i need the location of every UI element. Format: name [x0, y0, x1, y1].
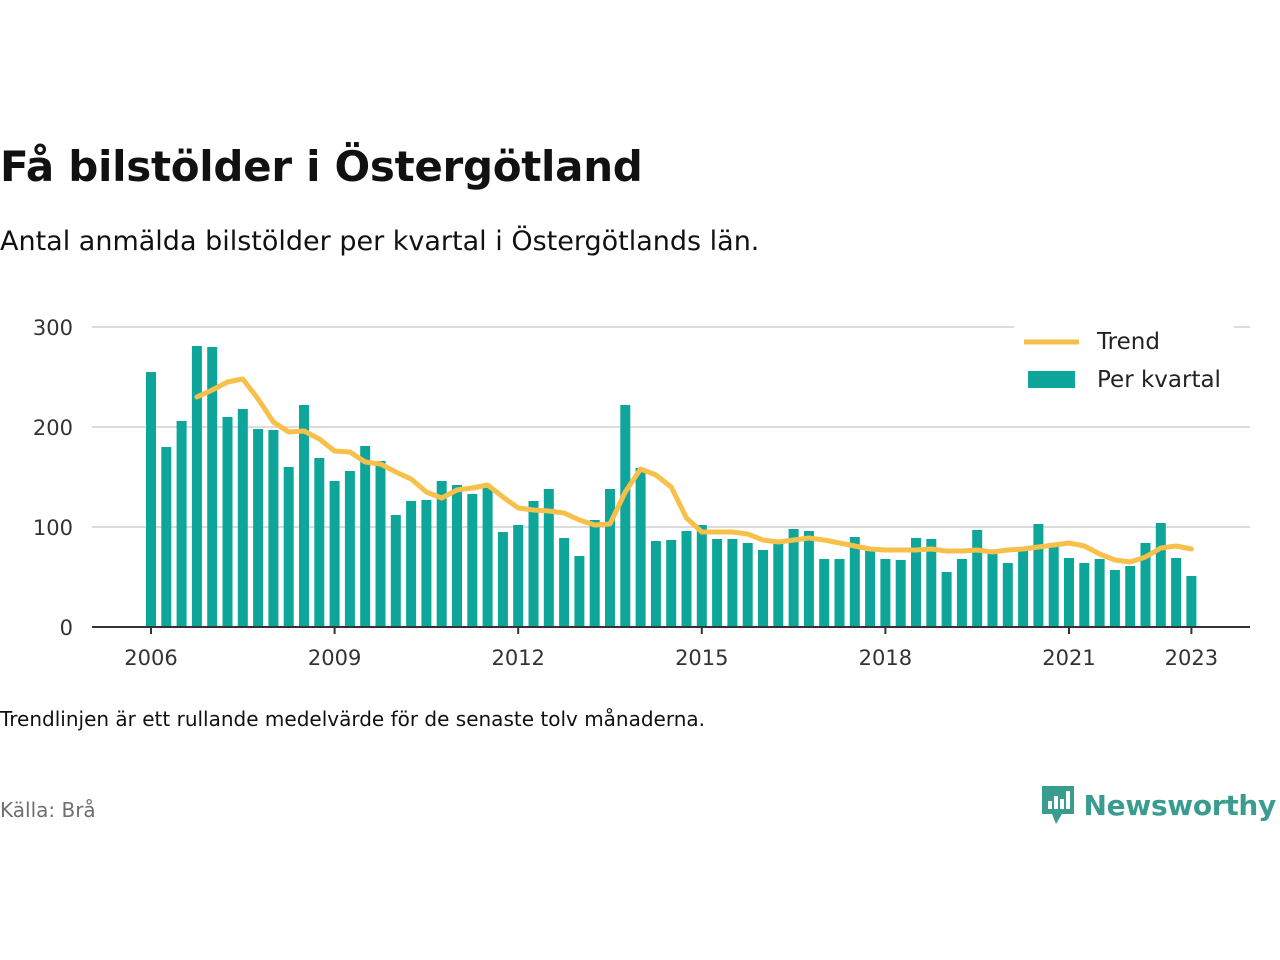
bar	[467, 494, 478, 627]
bar	[742, 543, 753, 627]
bar	[773, 540, 784, 627]
bar	[421, 500, 432, 627]
bar	[987, 554, 998, 627]
legend-trend-label: Trend	[1096, 329, 1160, 355]
x-tick-label: 2006	[124, 646, 177, 670]
bar	[620, 405, 631, 627]
newsworthy-logo-icon	[1041, 786, 1074, 824]
bar	[283, 467, 294, 627]
bar	[176, 421, 187, 627]
bar	[1094, 559, 1105, 627]
bars	[146, 346, 1197, 627]
legend-bar-swatch	[1028, 371, 1075, 388]
x-tick-label: 2018	[859, 646, 912, 670]
bar	[972, 530, 983, 627]
bar	[513, 525, 524, 627]
bar	[819, 559, 830, 627]
x-tick-label: 2015	[675, 646, 728, 670]
bar	[1018, 550, 1029, 627]
y-tick-label: 300	[33, 316, 73, 340]
bar	[696, 525, 707, 627]
bar	[528, 501, 539, 627]
bar	[543, 489, 554, 627]
bar	[895, 560, 906, 627]
bar	[865, 551, 876, 627]
bar	[849, 537, 860, 627]
bar	[635, 468, 646, 627]
bar	[880, 559, 891, 627]
bar	[1125, 566, 1136, 627]
source-label: Källa: Brå	[0, 798, 96, 822]
bar	[574, 556, 585, 627]
bar	[1002, 563, 1013, 627]
bar	[191, 346, 202, 627]
x-tick-label: 2023	[1165, 646, 1218, 670]
bar	[758, 550, 768, 627]
bar	[222, 417, 233, 627]
bar	[497, 532, 508, 627]
y-tick-label: 100	[33, 516, 73, 540]
bar	[299, 405, 309, 627]
bar	[834, 559, 845, 627]
bar	[452, 485, 462, 627]
bar	[911, 538, 921, 627]
bar	[237, 409, 248, 627]
bar	[314, 458, 325, 627]
bar	[666, 540, 677, 627]
chart-title: Få bilstölder i Östergötland	[0, 142, 643, 191]
bar	[253, 429, 264, 627]
bar	[941, 572, 952, 627]
y-tick-label: 0	[60, 616, 73, 640]
y-axis-labels: 0 100 200 300	[33, 316, 73, 640]
bar	[803, 531, 814, 627]
bar	[375, 461, 386, 627]
bar	[712, 539, 723, 627]
legend: Trend Per kvartal	[1014, 322, 1234, 406]
bar	[559, 538, 570, 627]
bar	[727, 539, 738, 627]
bar	[146, 372, 156, 627]
bar	[1155, 523, 1166, 627]
bar	[207, 347, 218, 627]
bar	[650, 541, 661, 627]
x-axis: 2006 2009 2012 2015 2018 2021 2023	[92, 626, 1250, 670]
y-tick-label: 200	[33, 416, 73, 440]
brand-name: Newsworthy	[1083, 788, 1277, 822]
x-tick-label: 2012	[491, 646, 544, 670]
trend-line	[194, 376, 1194, 565]
chart-subtitle: Antal anmälda bilstölder per kvartal i Ö…	[0, 226, 760, 257]
bar	[589, 520, 600, 627]
bar	[956, 559, 967, 627]
chart-note: Trendlinjen är ett rullande medelvärde f…	[0, 707, 706, 731]
bar	[482, 486, 493, 627]
bar	[1033, 524, 1044, 627]
bar	[788, 529, 799, 627]
bar	[406, 501, 417, 627]
bar	[926, 539, 937, 627]
x-tick-label: 2021	[1042, 646, 1095, 670]
bar	[161, 447, 172, 627]
x-tick-label: 2009	[308, 646, 361, 670]
bar	[390, 515, 401, 627]
bar	[1079, 563, 1090, 627]
bar	[360, 446, 371, 627]
newsworthy-logo[interactable]: Newsworthy	[1040, 784, 1276, 826]
bar	[344, 471, 355, 627]
bar	[681, 531, 692, 627]
legend-background	[1014, 322, 1234, 406]
bar	[329, 481, 340, 627]
bar	[436, 481, 447, 627]
bar	[1048, 545, 1059, 627]
legend-bar-label: Per kvartal	[1097, 367, 1221, 393]
bar	[1171, 558, 1182, 627]
bar	[1140, 543, 1151, 627]
bar	[1186, 576, 1197, 627]
bar	[1109, 570, 1120, 627]
bar	[1064, 558, 1074, 627]
trend-line-group	[194, 376, 1194, 565]
bar	[268, 430, 279, 627]
bar	[605, 489, 615, 627]
